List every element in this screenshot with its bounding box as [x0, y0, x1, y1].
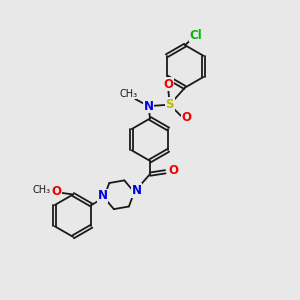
Text: CH₃: CH₃	[32, 185, 50, 195]
Text: N: N	[131, 184, 142, 197]
Text: N: N	[143, 100, 154, 112]
Text: N: N	[98, 189, 107, 203]
Text: O: O	[163, 77, 173, 91]
Text: Cl: Cl	[190, 29, 203, 42]
Text: O: O	[181, 111, 191, 124]
Text: S: S	[166, 98, 174, 111]
Text: O: O	[52, 185, 61, 198]
Text: CH₃: CH₃	[119, 89, 138, 99]
Text: O: O	[169, 164, 178, 177]
